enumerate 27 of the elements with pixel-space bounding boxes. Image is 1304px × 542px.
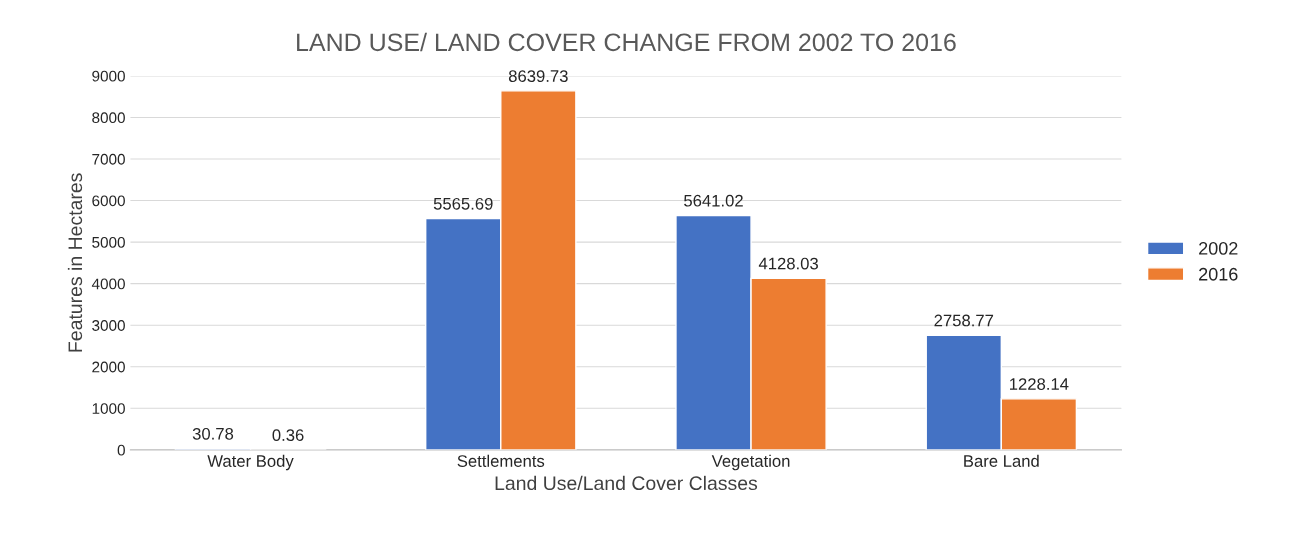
legend-label: 2016 [1199, 267, 1238, 281]
data-label: 0.36 [272, 429, 304, 441]
data-label: 1228.14 [1010, 378, 1069, 390]
y-tick-label: 5000 [92, 236, 125, 248]
x-tick-label: Bare Land [964, 454, 1039, 467]
data-label: 4128.03 [758, 257, 818, 270]
y-tick-label: 4000 [91, 278, 125, 290]
data-label: 5641.02 [684, 194, 743, 207]
y-tick-label: 9000 [92, 70, 125, 82]
y-tick-label: 1000 [92, 403, 125, 414]
y-tick-label: 7000 [92, 153, 125, 165]
data-label: 30.78 [192, 427, 234, 440]
x-tick-label: Settlements [457, 454, 545, 467]
y-tick-label: 0 [117, 444, 125, 456]
x-tick-label: Vegetation [711, 454, 790, 471]
y-tick-label: 6000 [92, 195, 125, 207]
data-label: 8639.73 [508, 70, 568, 82]
y-tick-label: 2000 [92, 361, 125, 373]
data-label: 2758.77 [934, 314, 994, 327]
legend-label: 2002 [1199, 242, 1238, 255]
x-axis-title: Land Use/Land Cover Classes [495, 475, 758, 491]
data-label: 5565.69 [433, 197, 493, 210]
x-tick-label: Water Body [207, 454, 294, 471]
chart-title: LAND USE/ LAND COVER CHANGE FROM 2002 TO 2016 [297, 32, 956, 52]
y-axis-title: Features in Hectares [67, 173, 83, 352]
y-tick-label: 3000 [92, 320, 125, 331]
y-tick-label: 8000 [92, 112, 125, 124]
